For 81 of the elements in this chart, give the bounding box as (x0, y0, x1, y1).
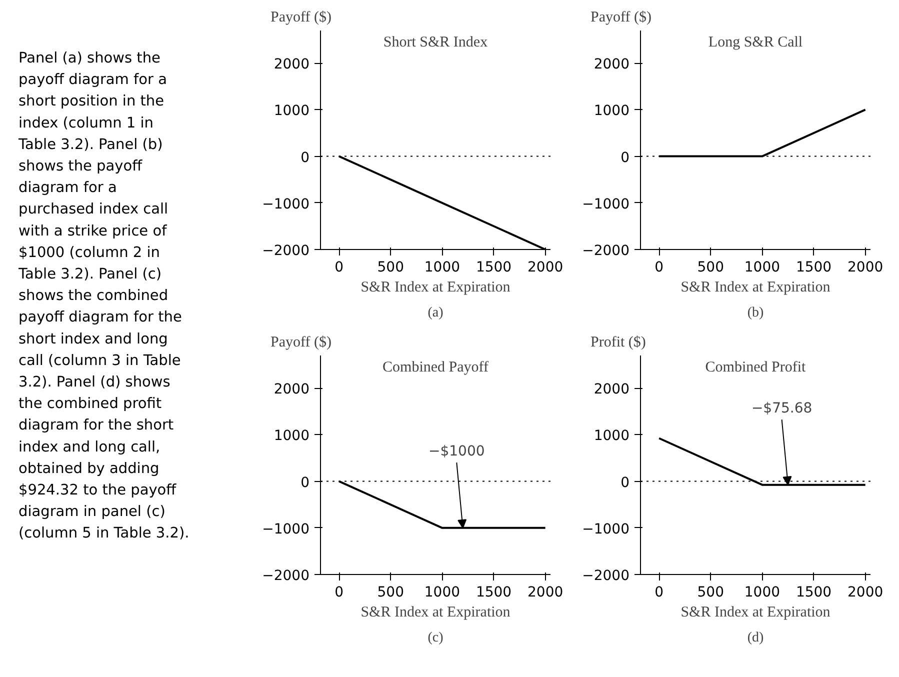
x-tick-label: 1000 (424, 260, 460, 276)
x-tick-label: 500 (377, 584, 404, 600)
text: Panel (a) shows the (18, 50, 161, 66)
y-tick-label: 1000 (594, 428, 630, 444)
text: (column 5 in Table 3.2). (18, 526, 190, 542)
y-tick-label: 0 (300, 474, 310, 491)
chart-title: Combined Profit (705, 360, 807, 376)
y-tick-label: 0 (620, 474, 630, 491)
x-axis-title: S&R Index at Expiration (360, 280, 511, 296)
y-tick-label: −2000 (582, 243, 630, 259)
y-axis-title: Payoff ($) (590, 10, 652, 26)
text: (d) (747, 630, 764, 646)
y-tick-label: 1000 (274, 428, 310, 444)
text: 3.2). Panel (d) shows (18, 374, 170, 390)
x-tick-label: 0 (654, 260, 664, 276)
text: (c) (428, 630, 444, 646)
x-tick-label: 1000 (424, 584, 460, 600)
x-tick-label: 0 (654, 584, 664, 600)
y-tick-label: 0 (300, 150, 310, 166)
text: (b) (747, 306, 764, 320)
y-tick-label: 1000 (274, 103, 310, 120)
text: short position in the (18, 94, 164, 110)
annotation: −$1000 (428, 444, 485, 460)
x-tick-label: 1500 (796, 584, 832, 600)
text: diagram for a (18, 180, 117, 196)
x-tick-label: 2000 (528, 584, 564, 600)
text: diagram for the short (18, 418, 174, 434)
caption: Table 3.2). Panel (b) (18, 136, 163, 153)
y-tick-label: −1000 (262, 521, 310, 538)
x-tick-label: 0 (334, 584, 344, 600)
text: index (column 1 in (18, 115, 154, 132)
x-tick-label: 500 (697, 584, 724, 600)
y-tick-label: 2000 (594, 382, 630, 398)
x-tick-label: 1000 (744, 584, 780, 600)
x-tick-label: 500 (697, 260, 724, 276)
x-tick-label: 1500 (476, 260, 512, 276)
chart-title: Long S&R Call (708, 34, 803, 50)
y-tick-label: 2000 (594, 56, 630, 73)
y-tick-label: −1000 (582, 521, 630, 538)
y-tick-label: 0 (620, 150, 630, 166)
y-tick-label: −1000 (582, 196, 630, 212)
y-axis-title: Profit ($) (590, 334, 646, 350)
y-axis-title: Payoff ($) (270, 10, 332, 26)
chart-title: Short S&R Index (383, 34, 488, 50)
y-tick-label: −1000 (262, 196, 310, 212)
text: obtained by adding (18, 460, 160, 477)
y-tick-label: −2000 (582, 568, 630, 584)
x-tick-label: 500 (377, 260, 404, 276)
text: call (column 3 in Table (18, 352, 181, 369)
x-tick-label: 2000 (528, 260, 564, 276)
y-axis-title: Payoff ($) (270, 334, 332, 350)
chart-title: Combined Payoff (382, 360, 488, 376)
x-tick-label: 2000 (848, 584, 884, 600)
text: payoff diagram for the (18, 310, 182, 326)
text: shows the payoff (18, 158, 144, 174)
x-axis-title: S&R Index at Expiration (360, 604, 511, 620)
text: purchased index call (18, 202, 168, 218)
text: shows the combined (18, 288, 168, 304)
text: the combined profit (18, 396, 162, 412)
text: index and long call, (18, 439, 160, 456)
caption: Table 3.2). Panel (c) (18, 266, 162, 282)
text: diagram in panel (c) (18, 504, 166, 520)
y-tick-label: −2000 (262, 243, 310, 259)
text: with a strike price of (18, 223, 168, 240)
annotation: −$75.68 (751, 400, 812, 417)
x-axis-title: S&R Index at Expiration (680, 604, 831, 620)
text: $924.32 to the payoff (18, 482, 178, 498)
y-tick-label: −2000 (262, 568, 310, 584)
x-tick-label: 1000 (744, 260, 780, 276)
x-axis-title: S&R Index at Expiration (680, 280, 831, 296)
y-tick-label: 2000 (274, 56, 310, 73)
x-tick-label: 1500 (796, 260, 832, 276)
y-tick-label: 1000 (594, 103, 630, 120)
text: short index and long (18, 331, 168, 348)
x-tick-label: 1500 (476, 584, 512, 600)
text: payoff diagram for a (18, 72, 167, 88)
x-tick-label: 2000 (848, 260, 884, 276)
text: $1000 (column 2 in (18, 244, 160, 261)
text: (a) (428, 306, 444, 320)
y-tick-label: 2000 (274, 382, 310, 398)
x-tick-label: 0 (334, 260, 344, 276)
